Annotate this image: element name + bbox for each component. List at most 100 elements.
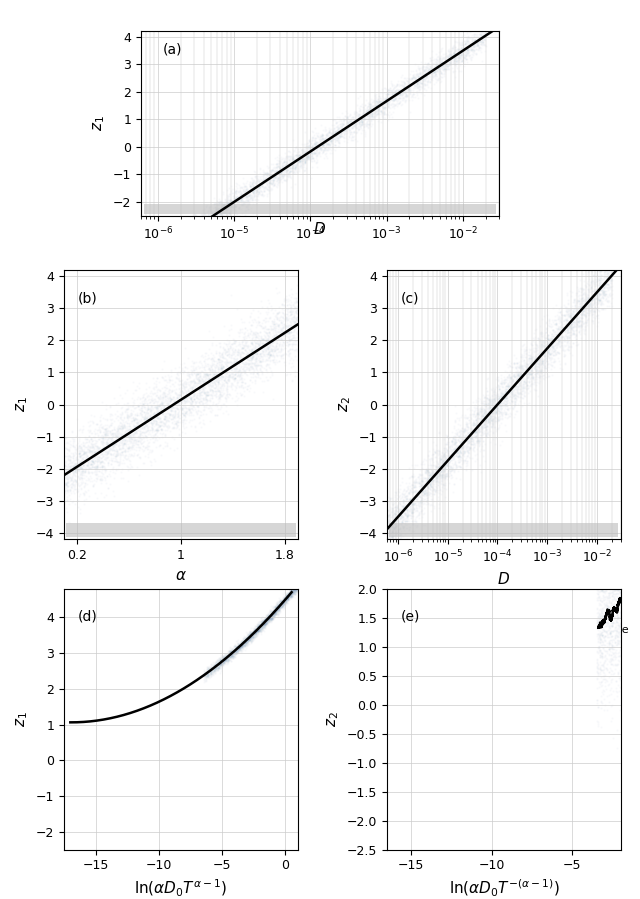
Point xyxy=(105,409,115,423)
Point xyxy=(479,32,490,47)
Point xyxy=(379,525,389,539)
Point xyxy=(451,423,461,437)
Point xyxy=(435,53,445,67)
Point xyxy=(332,524,342,539)
Point xyxy=(300,569,310,583)
Point xyxy=(280,592,291,607)
Point xyxy=(244,630,255,645)
Point xyxy=(533,364,543,378)
Point xyxy=(577,291,587,306)
Point xyxy=(243,356,253,370)
Point xyxy=(147,236,157,251)
Point xyxy=(603,541,613,556)
Point xyxy=(157,405,167,420)
Point xyxy=(387,519,397,533)
Point xyxy=(255,346,266,360)
Point xyxy=(358,109,368,123)
Point xyxy=(228,646,238,661)
Point xyxy=(167,240,177,254)
Point xyxy=(337,129,347,143)
Point xyxy=(250,623,260,637)
Point xyxy=(212,661,222,675)
Point xyxy=(635,510,640,524)
Point xyxy=(481,423,491,437)
Point xyxy=(149,241,159,255)
Point xyxy=(602,270,612,284)
Point xyxy=(614,645,624,659)
Point xyxy=(476,404,486,418)
Point xyxy=(427,474,437,488)
Point xyxy=(481,39,491,53)
Point xyxy=(154,398,164,413)
Point xyxy=(403,507,413,521)
Point xyxy=(266,608,276,622)
Point xyxy=(332,524,342,539)
Point xyxy=(424,452,434,467)
Point xyxy=(610,645,620,659)
Point xyxy=(540,346,550,360)
Point xyxy=(614,545,624,559)
Point xyxy=(232,641,242,655)
Point xyxy=(385,495,396,510)
Point xyxy=(272,149,282,164)
Point xyxy=(242,185,252,200)
Point xyxy=(280,319,291,334)
Point xyxy=(154,414,164,429)
Point xyxy=(317,548,327,563)
Point xyxy=(318,137,328,151)
Point xyxy=(451,47,461,61)
Point xyxy=(602,536,612,550)
Point xyxy=(575,303,586,317)
Point xyxy=(335,523,345,538)
Point xyxy=(86,407,96,422)
Point xyxy=(143,412,154,426)
Point xyxy=(182,407,192,422)
Point xyxy=(584,292,595,307)
Point xyxy=(301,570,312,584)
Point xyxy=(417,455,427,469)
Point xyxy=(116,448,127,462)
Point xyxy=(452,42,463,57)
Point xyxy=(602,255,612,270)
Point xyxy=(151,254,161,269)
Point xyxy=(495,401,506,415)
Point xyxy=(62,493,72,507)
Point xyxy=(221,372,232,387)
Point xyxy=(180,223,191,237)
Point xyxy=(318,541,328,556)
Point xyxy=(588,307,598,322)
Point xyxy=(193,221,203,236)
Point xyxy=(80,445,90,459)
Point xyxy=(332,527,342,541)
Point xyxy=(481,399,491,414)
Point xyxy=(348,119,358,133)
Point xyxy=(228,347,239,361)
Point xyxy=(324,124,335,138)
Point xyxy=(227,366,237,380)
Point xyxy=(281,588,291,602)
Point xyxy=(366,102,376,116)
Point xyxy=(439,470,449,485)
Point xyxy=(635,560,640,574)
Point xyxy=(251,182,261,197)
Point xyxy=(212,660,222,674)
Point xyxy=(586,299,596,314)
Point xyxy=(588,314,598,328)
Point xyxy=(416,71,426,85)
Point xyxy=(617,574,627,588)
Point xyxy=(106,437,116,451)
Point xyxy=(449,450,459,465)
Point xyxy=(228,191,239,206)
Point xyxy=(360,110,370,124)
Point xyxy=(320,122,330,137)
Point xyxy=(277,318,287,333)
Point xyxy=(233,363,243,378)
Point xyxy=(481,428,492,442)
Point xyxy=(493,404,504,418)
Point xyxy=(220,351,230,365)
Point xyxy=(623,625,633,639)
Point xyxy=(600,619,610,633)
Point xyxy=(237,315,247,329)
Point xyxy=(253,625,263,639)
Point xyxy=(310,560,321,574)
